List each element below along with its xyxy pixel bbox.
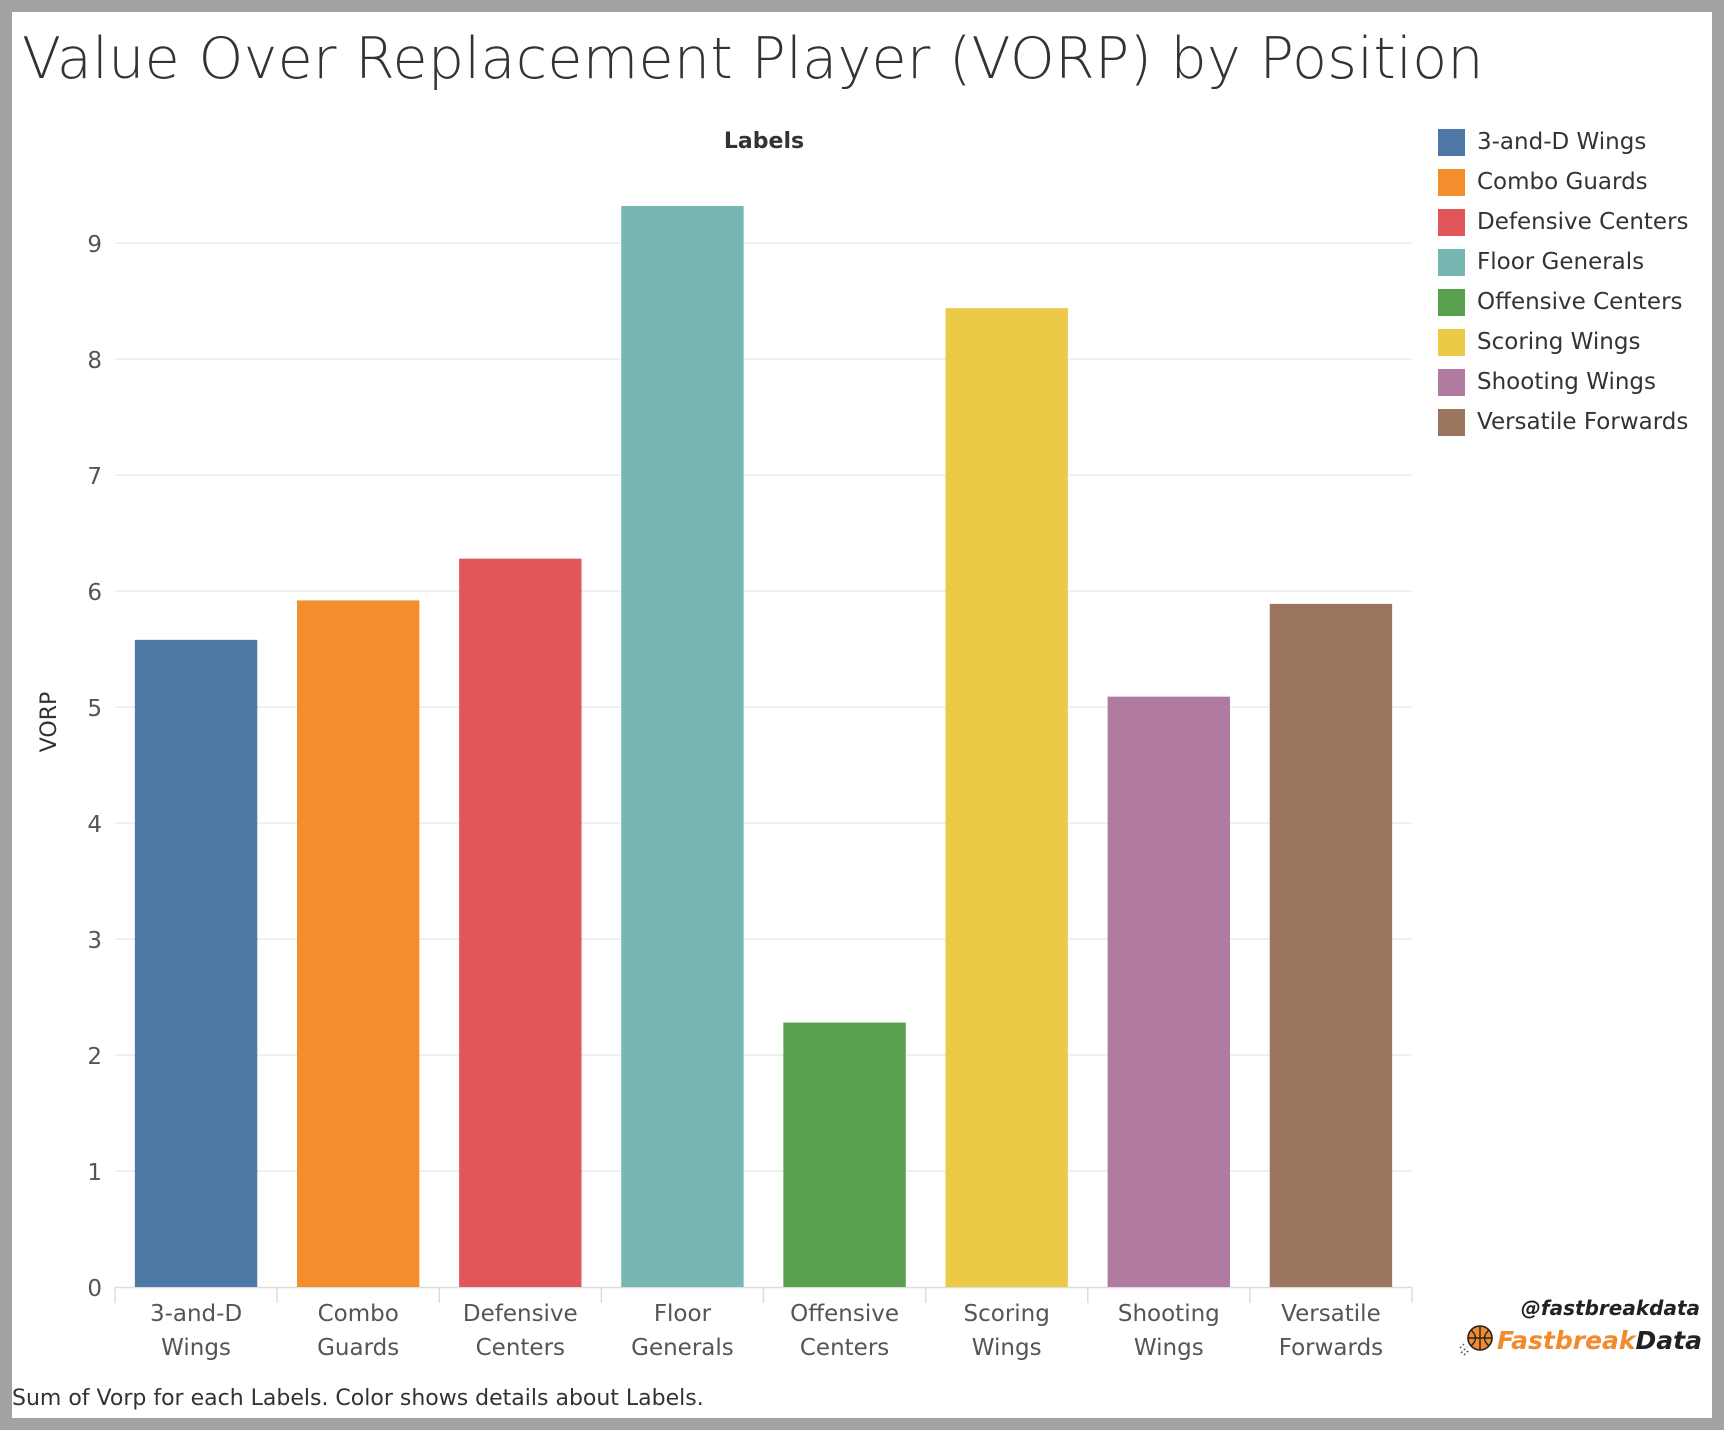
basketball-icon	[1459, 1325, 1493, 1356]
chart-legend: 3-and-D Wings Combo Guards Defensive Cente…	[1438, 122, 1689, 442]
brand-watermark: @fastbreakdata Fastbreak Data	[1452, 1296, 1702, 1357]
y-tick-label: 1	[87, 1160, 102, 1186]
x-tick-label: Wings	[1134, 1335, 1204, 1361]
x-tick-label: Wings	[972, 1335, 1042, 1361]
legend-label: Offensive Centers	[1477, 289, 1683, 315]
x-tick-label: Centers	[476, 1335, 565, 1361]
brand-name-part2: Data	[1635, 1325, 1702, 1355]
legend-item: Floor Generals	[1438, 242, 1689, 282]
legend-item: 3-and-D Wings	[1438, 122, 1689, 162]
y-tick-label: 4	[87, 812, 102, 838]
legend-label: Scoring Wings	[1477, 329, 1641, 355]
legend-swatch	[1438, 328, 1465, 356]
bar	[1107, 696, 1231, 1287]
legend-swatch	[1438, 288, 1465, 316]
chart-footer-caption: Sum of Vorp for each Labels. Color shows…	[12, 1386, 704, 1411]
legend-item: Defensive Centers	[1438, 202, 1689, 242]
y-tick-label: 3	[87, 928, 102, 954]
brand-name-part1: Fastbreak	[1496, 1325, 1636, 1355]
bar	[945, 308, 1068, 1287]
x-tick-label: Shooting	[1118, 1301, 1220, 1327]
x-tick-label: Combo	[318, 1301, 399, 1327]
legend-swatch	[1438, 408, 1465, 436]
bar	[783, 1022, 906, 1287]
legend-label: Combo Guards	[1477, 169, 1648, 195]
legend-swatch	[1438, 248, 1465, 276]
legend-swatch	[1438, 168, 1465, 196]
x-tick-label: Versatile	[1281, 1301, 1381, 1327]
legend-swatch	[1438, 368, 1465, 396]
y-tick-label: 0	[87, 1276, 102, 1302]
brand-handle: @fastbreakdata	[1520, 1296, 1700, 1320]
y-tick-label: 5	[87, 696, 102, 722]
legend-label: Versatile Forwards	[1477, 409, 1689, 435]
bar	[621, 206, 744, 1288]
x-tick-label: 3-and-D	[150, 1301, 242, 1327]
legend-label: Shooting Wings	[1477, 369, 1657, 395]
legend-item: Scoring Wings	[1438, 322, 1689, 362]
y-tick-label: 2	[87, 1044, 102, 1070]
y-tick-label: 9	[87, 232, 102, 258]
x-tick-label: Centers	[800, 1335, 889, 1361]
legend-swatch	[1438, 128, 1465, 156]
x-tick-label: Scoring	[964, 1301, 1050, 1327]
bar	[1269, 603, 1393, 1287]
y-tick-label: 8	[87, 348, 102, 374]
legend-label: Defensive Centers	[1477, 209, 1689, 235]
chart-frame: Value Over Replacement Player (VORP) by …	[12, 12, 1712, 1418]
x-tick-label: Generals	[631, 1335, 734, 1361]
legend-item: Versatile Forwards	[1438, 402, 1689, 442]
legend-item: Offensive Centers	[1438, 282, 1689, 322]
legend-label: 3-and-D Wings	[1477, 129, 1647, 155]
legend-swatch	[1438, 208, 1465, 236]
x-tick-label: Offensive	[790, 1301, 899, 1327]
legend-label: Floor Generals	[1477, 249, 1645, 275]
y-tick-label: 7	[87, 464, 102, 490]
y-axis-title: VORP	[37, 692, 62, 753]
x-tick-label: Wings	[161, 1335, 231, 1361]
x-tick-label: Floor	[654, 1301, 712, 1327]
bar	[296, 600, 420, 1287]
bar	[134, 639, 258, 1287]
bar-chart: 0 1 2 3 4 5 6 7 8 9 VORP Labels 3-and-D Wings Combo Gua…	[37, 129, 1413, 1361]
y-tick-label: 6	[87, 580, 102, 606]
x-tick-label: Forwards	[1279, 1335, 1383, 1361]
column-header: Labels	[724, 129, 804, 154]
legend-item: Shooting Wings	[1438, 362, 1689, 402]
x-tick-label: Defensive	[463, 1301, 578, 1327]
legend-item: Combo Guards	[1438, 162, 1689, 202]
x-tick-label: Guards	[317, 1335, 399, 1361]
chart-title: Value Over Replacement Player (VORP) by …	[22, 26, 1484, 92]
bar	[459, 558, 582, 1287]
